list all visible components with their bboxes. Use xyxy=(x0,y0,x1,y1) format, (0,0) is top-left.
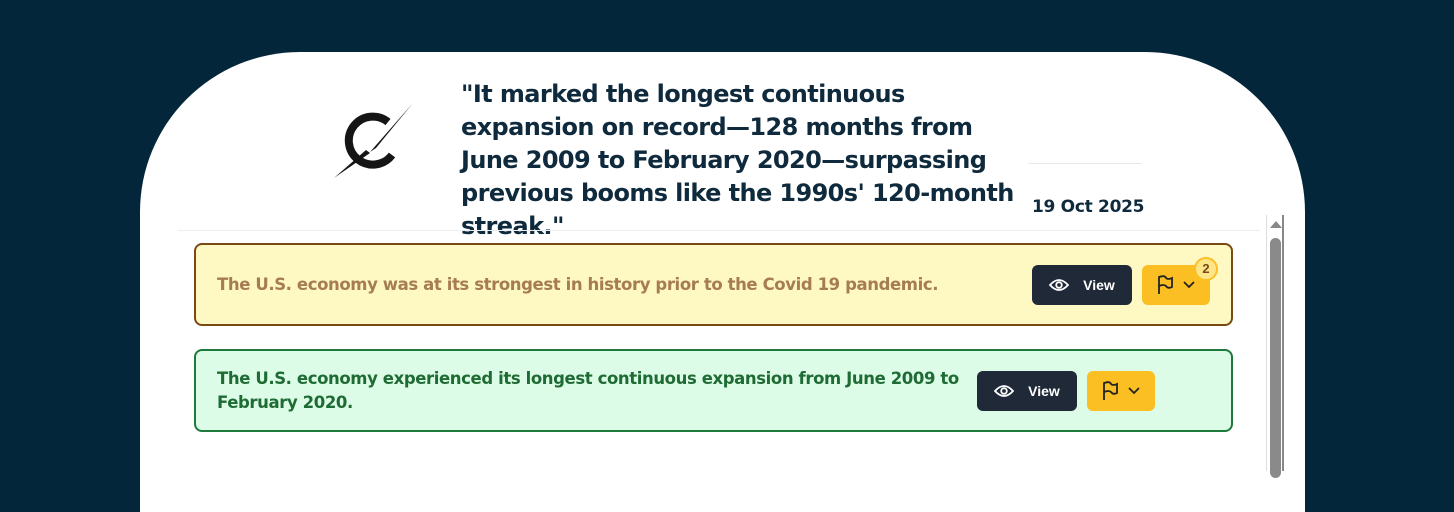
scrollbar-thumb[interactable] xyxy=(1270,238,1281,478)
eye-icon xyxy=(994,384,1015,397)
view-label: View xyxy=(1083,276,1115,293)
eye-icon xyxy=(1049,278,1070,291)
view-button[interactable]: View xyxy=(1032,264,1132,305)
view-button[interactable]: View xyxy=(977,370,1077,411)
date-label: 19 Oct 2025 xyxy=(1032,197,1145,217)
claim-text: The U.S. economy experienced its longest… xyxy=(217,368,959,412)
divider xyxy=(1028,163,1142,164)
view-label: View xyxy=(1028,382,1060,399)
flag-icon xyxy=(1158,274,1173,294)
quote-text: "It marked the longest continuous expans… xyxy=(461,80,1014,240)
flag-dropdown-button[interactable]: 2 xyxy=(1142,256,1218,305)
divider xyxy=(178,230,1260,231)
claim-text: The U.S. economy was at its strongest in… xyxy=(217,274,939,294)
claim-card: The U.S. economy was at its strongest in… xyxy=(194,243,1233,326)
logo-icon xyxy=(334,103,413,178)
scrollbar[interactable] xyxy=(1266,215,1284,478)
chevron-down-icon xyxy=(1128,386,1140,394)
claim-card: The U.S. economy experienced its longest… xyxy=(194,349,1233,432)
flag-count-badge: 2 xyxy=(1194,256,1218,281)
chevron-down-icon xyxy=(1183,280,1195,288)
flag-icon xyxy=(1103,380,1118,400)
scroll-up-arrow-icon[interactable] xyxy=(1270,221,1282,228)
flag-dropdown-button[interactable] xyxy=(1087,370,1155,411)
